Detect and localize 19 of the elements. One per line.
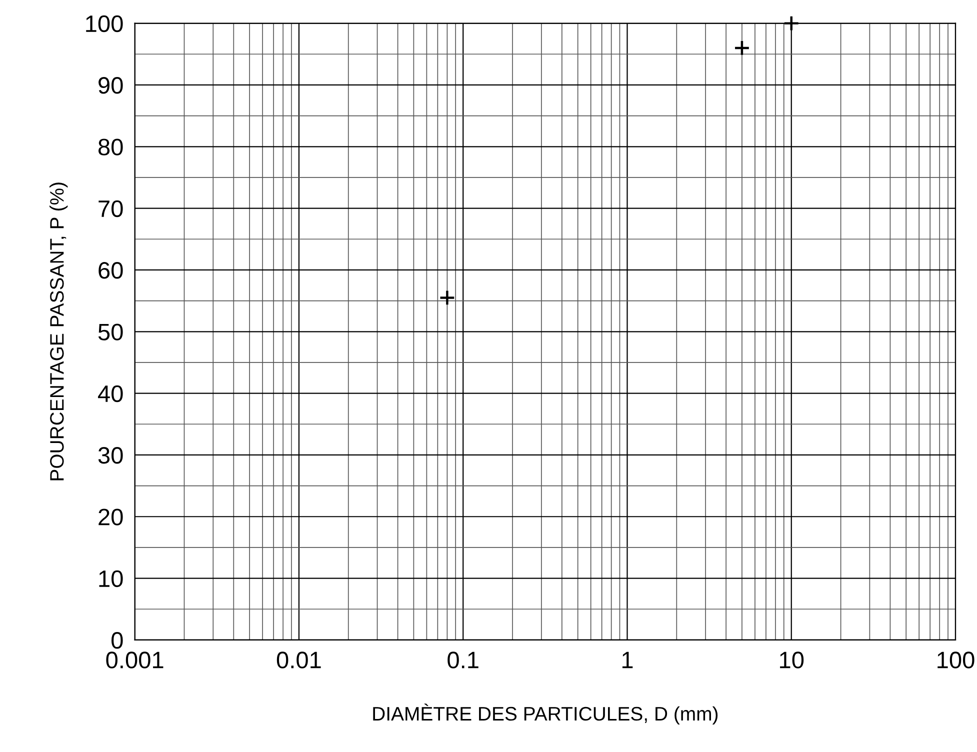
x-axis-title: DIAMÈTRE DES PARTICULES, D (mm) bbox=[373, 704, 718, 725]
y-tick-label: 100 bbox=[86, 15, 123, 32]
x-tick-label: 0.001 bbox=[106, 652, 164, 668]
y-tick-label: 90 bbox=[98, 77, 123, 94]
x-tick-label: 0.01 bbox=[276, 652, 321, 668]
y-tick-label: 0 bbox=[112, 632, 123, 649]
y-tick-label: 40 bbox=[98, 385, 123, 402]
y-tick-label: 50 bbox=[98, 324, 123, 340]
y-tick-label: 80 bbox=[98, 138, 123, 156]
y-tick-label: 20 bbox=[98, 508, 123, 526]
x-tick-label: 10 bbox=[780, 652, 804, 668]
x-tick-label: 100 bbox=[938, 652, 974, 668]
x-tick-label: 1 bbox=[622, 652, 633, 668]
y-tick-label: 70 bbox=[98, 200, 123, 218]
y-tick-label: 10 bbox=[99, 570, 123, 588]
y-axis-title: POURCENTAGE PASSANT, P (%) bbox=[50, 182, 68, 480]
x-tick-label: 0.1 bbox=[448, 652, 478, 668]
y-tick-label: 60 bbox=[98, 262, 123, 279]
y-tick-label: 30 bbox=[98, 447, 123, 464]
